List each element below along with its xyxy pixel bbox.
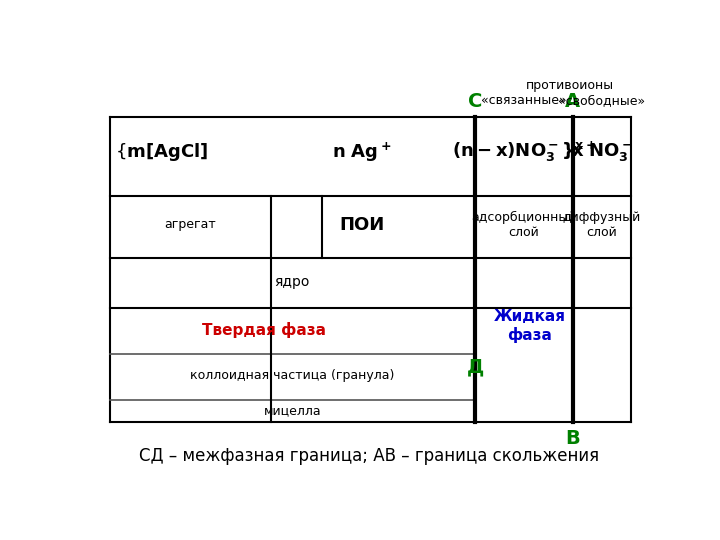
Text: $\mathbf{x\ NO_3^-}$: $\mathbf{x\ NO_3^-}$ [571, 141, 633, 163]
Text: агрегат: агрегат [165, 218, 216, 231]
Text: Жидкая
фаза: Жидкая фаза [493, 309, 565, 343]
Text: мицелла: мицелла [264, 404, 321, 417]
Text: $\mathbf{(n-x)NO_3^-\}^{x+}}$: $\mathbf{(n-x)NO_3^-\}^{x+}}$ [451, 140, 596, 164]
Text: ПОИ: ПОИ [339, 216, 384, 234]
Text: В: В [565, 429, 580, 448]
Text: Д: Д [467, 358, 484, 377]
Text: адсорбционный
слой: адсорбционный слой [471, 211, 577, 239]
Text: А: А [565, 92, 580, 111]
Text: «свободные»: «свободные» [559, 93, 646, 106]
Text: С: С [468, 92, 482, 111]
Text: противоионы: противоионы [526, 79, 614, 92]
Text: СД – межфазная граница; АВ – граница скольжения: СД – межфазная граница; АВ – граница ско… [139, 447, 599, 464]
Text: Твердая фаза: Твердая фаза [202, 322, 326, 338]
Text: ядро: ядро [274, 275, 310, 289]
Text: коллоидная частица (гранула): коллоидная частица (гранула) [190, 369, 395, 382]
Text: диффузный
слой: диффузный слой [563, 211, 641, 239]
Text: «связанные»: «связанные» [481, 93, 567, 106]
Text: $\{$$\mathbf{m[AgCl]}$: $\{$$\mathbf{m[AgCl]}$ [115, 141, 208, 163]
Text: $\mathbf{n\ Ag^+}$: $\mathbf{n\ Ag^+}$ [333, 140, 392, 164]
